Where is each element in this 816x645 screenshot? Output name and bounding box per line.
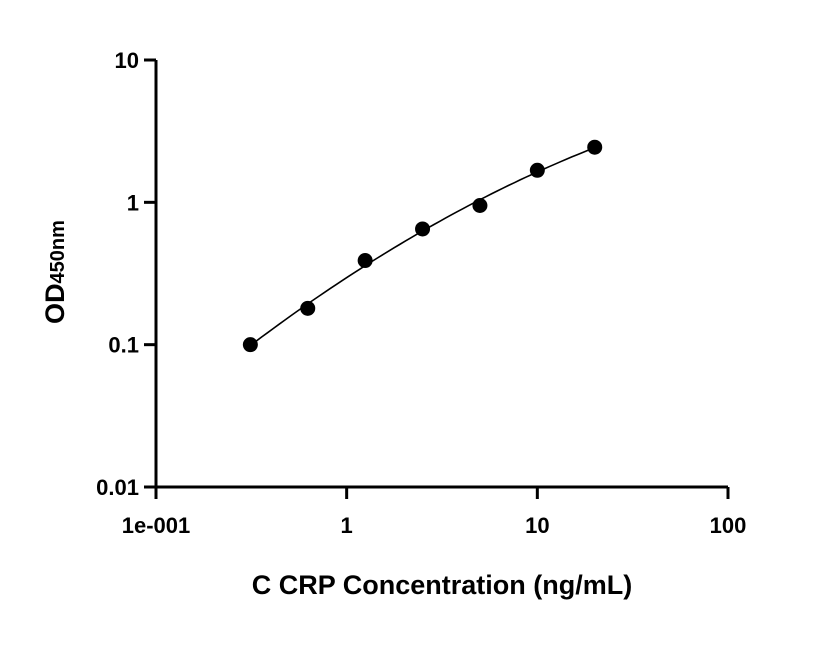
data-point	[357, 253, 373, 269]
data-point	[300, 300, 316, 316]
y-tick-label: 0.01	[96, 475, 139, 500]
fit-curve	[249, 146, 595, 347]
y-axis-label-main: OD	[40, 283, 70, 324]
y-axis-label: OD450nm	[40, 220, 70, 324]
x-tick-label: 10	[525, 513, 549, 538]
data-point	[242, 337, 258, 353]
x-tick-label: 100	[710, 513, 747, 538]
x-tick-label: 1	[341, 513, 353, 538]
axes: 0.01 0.1 1 10 1e-001 1 10 100	[96, 48, 746, 538]
x-axis-label: C CRP Concentration (ng/mL)	[252, 570, 633, 600]
x-tick-label: 1e-001	[122, 513, 191, 538]
data-point	[472, 198, 488, 214]
y-axis-label-subscript: 450nm	[47, 220, 69, 283]
data-point	[587, 139, 603, 155]
y-tick-label: 1	[127, 190, 139, 215]
data-points	[242, 139, 603, 353]
data-point	[529, 162, 545, 178]
y-tick-label: 10	[115, 48, 139, 73]
data-point	[415, 221, 431, 237]
y-tick-label: 0.1	[108, 333, 139, 358]
